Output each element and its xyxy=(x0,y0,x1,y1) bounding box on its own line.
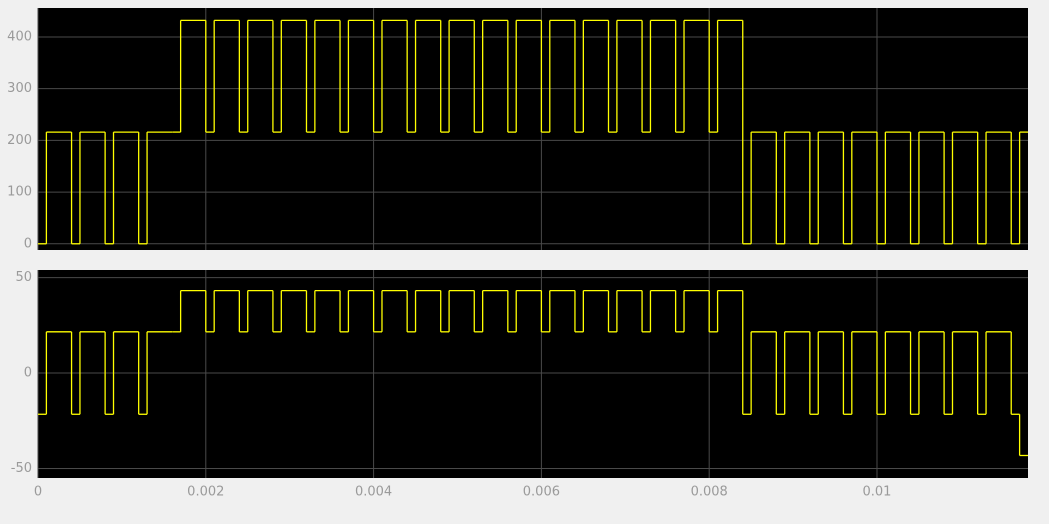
y-tick-label: 400 xyxy=(7,29,32,44)
plot-area xyxy=(38,270,1028,478)
y-tick-label: 0 xyxy=(24,366,32,381)
y-tick-label: 100 xyxy=(7,185,32,200)
x-tick-label: 0.008 xyxy=(691,485,728,500)
x-tick-label: 0.006 xyxy=(523,485,560,500)
y-tick-label: 50 xyxy=(15,270,32,285)
plot-area xyxy=(38,8,1028,250)
y-tick-label: -50 xyxy=(11,461,32,476)
y-tick-label: 200 xyxy=(7,133,32,148)
x-tick-label: 0.002 xyxy=(187,485,224,500)
x-tick-label: 0.004 xyxy=(355,485,392,500)
y-tick-label: 0 xyxy=(24,236,32,251)
x-tick-label: 0 xyxy=(34,485,42,500)
y-tick-label: 300 xyxy=(7,81,32,96)
x-tick-label: 0.01 xyxy=(863,485,892,500)
